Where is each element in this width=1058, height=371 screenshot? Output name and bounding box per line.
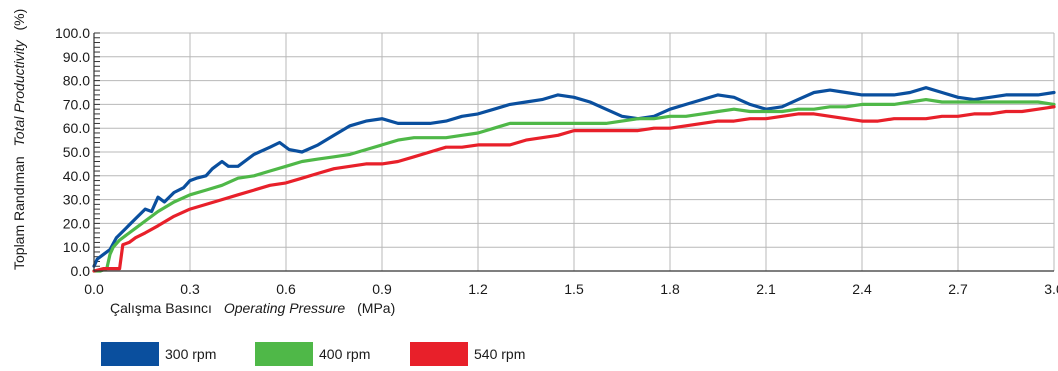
x-axis-title: Çalışma Basıncı Operating Pressure (MPa): [110, 300, 395, 316]
x-tick-label: 3.0: [1044, 281, 1058, 297]
x-tick-label: 0.6: [276, 281, 296, 297]
x-tick-label: 0.9: [372, 281, 392, 297]
legend-label-300rpm: 300 rpm: [165, 346, 217, 362]
y-tick-label: 100.0: [55, 25, 90, 41]
x-axis-title-unit: (MPa): [357, 300, 395, 316]
legend-item-300rpm: 300 rpm: [101, 342, 255, 366]
x-tick-label: 2.1: [756, 281, 776, 297]
y-tick-label: 80.0: [63, 73, 90, 89]
y-tick-label: 50.0: [63, 144, 90, 160]
x-tick-label: 2.4: [852, 281, 872, 297]
series-line-400-rpm: [92, 98, 1056, 273]
x-tick-label: 0.0: [84, 281, 104, 297]
y-tick-label: 60.0: [63, 120, 90, 136]
x-tick-label: 0.3: [180, 281, 200, 297]
y-tick-labels: 0.0 10.0 20.0 30.0 40.0 50.0 60.0 70.0 80.0 90.0 1…: [55, 25, 90, 279]
y-tick-label: 40.0: [63, 168, 90, 184]
grid-lines: [93, 32, 1055, 272]
x-tick-label: 2.7: [948, 281, 968, 297]
x-tick-label: 1.2: [468, 281, 488, 297]
y-axis-title-en: Total Productivity: [11, 39, 27, 146]
y-tick-label: 70.0: [63, 96, 90, 112]
x-axis-title-en: Operating Pressure: [224, 300, 346, 316]
y-minor-ticks: [94, 32, 100, 272]
legend-swatch-400rpm: [255, 342, 313, 366]
y-tick-label: 0.0: [71, 263, 91, 279]
y-tick-label: 10.0: [63, 239, 90, 255]
legend: 300 rpm 400 rpm 540 rpm: [101, 342, 525, 366]
x-tick-label: 1.5: [564, 281, 584, 297]
y-axis-title-tr: Toplam Randıman: [11, 156, 27, 270]
series-lines: [92, 86, 1056, 273]
series-line-540-rpm: [92, 105, 1056, 273]
legend-swatch-300rpm: [101, 342, 159, 366]
series-line-300-rpm: [92, 86, 1056, 268]
x-tick-labels: 0.0 0.3 0.6 0.9 1.2 1.5 1.8 2.1 2.4 2.7 3.0: [84, 281, 1058, 297]
legend-item-400rpm: 400 rpm: [255, 342, 410, 366]
legend-label-540rpm: 540 rpm: [474, 346, 526, 362]
y-tick-label: 30.0: [63, 192, 90, 208]
legend-label-400rpm: 400 rpm: [319, 346, 371, 362]
legend-item-540rpm: 540 rpm: [410, 342, 525, 366]
y-tick-label: 90.0: [63, 49, 90, 65]
y-axis-title: Toplam Randıman Total Productivity (%): [11, 9, 27, 270]
y-axis-title-unit: (%): [11, 9, 27, 31]
x-axis-title-tr: Çalışma Basıncı: [110, 300, 212, 316]
y-tick-label: 20.0: [63, 215, 90, 231]
axes: [93, 33, 1054, 272]
legend-swatch-540rpm: [410, 342, 468, 366]
x-tick-label: 1.8: [660, 281, 680, 297]
